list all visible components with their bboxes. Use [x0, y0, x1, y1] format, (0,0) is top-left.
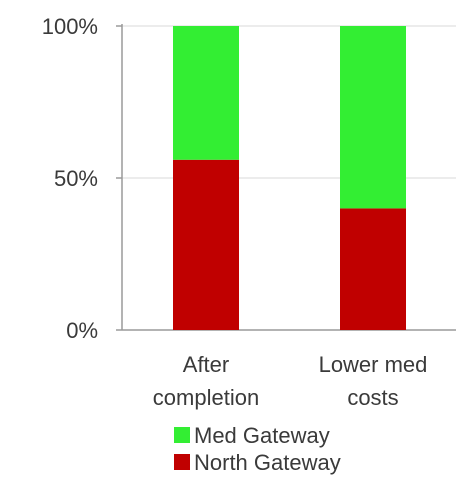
x-tick-label: completion	[153, 385, 259, 410]
bar-segment-north-gateway	[173, 159, 239, 330]
bar-segment-med-gateway	[173, 26, 239, 160]
y-tick-labels: 0% 50% 100%	[42, 14, 98, 343]
x-tick-label: costs	[347, 385, 398, 410]
bar-segment-north-gateway	[340, 208, 406, 330]
x-tick-label: After	[183, 352, 229, 377]
bars	[173, 26, 406, 330]
x-tick-label: Lower med	[319, 352, 428, 377]
legend-label: Med Gateway	[194, 423, 330, 448]
y-tick-label: 0%	[66, 318, 98, 343]
legend-swatch	[174, 427, 190, 443]
legend-label: North Gateway	[194, 450, 341, 475]
bar-segment-med-gateway	[340, 26, 406, 209]
y-tick-label: 50%	[54, 166, 98, 191]
legend-swatch	[174, 454, 190, 470]
y-tick-label: 100%	[42, 14, 98, 39]
x-tick-labels: After completion Lower med costs	[153, 352, 428, 410]
